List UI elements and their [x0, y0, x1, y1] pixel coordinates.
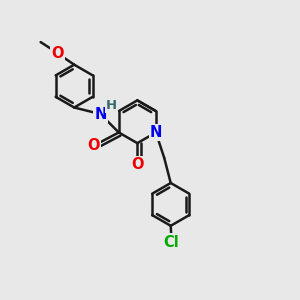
Text: Cl: Cl — [164, 235, 179, 250]
Text: H: H — [106, 99, 117, 112]
Text: N: N — [94, 106, 106, 122]
Text: O: O — [88, 138, 100, 153]
Text: O: O — [52, 46, 64, 61]
Text: N: N — [150, 125, 162, 140]
Text: O: O — [131, 157, 144, 172]
